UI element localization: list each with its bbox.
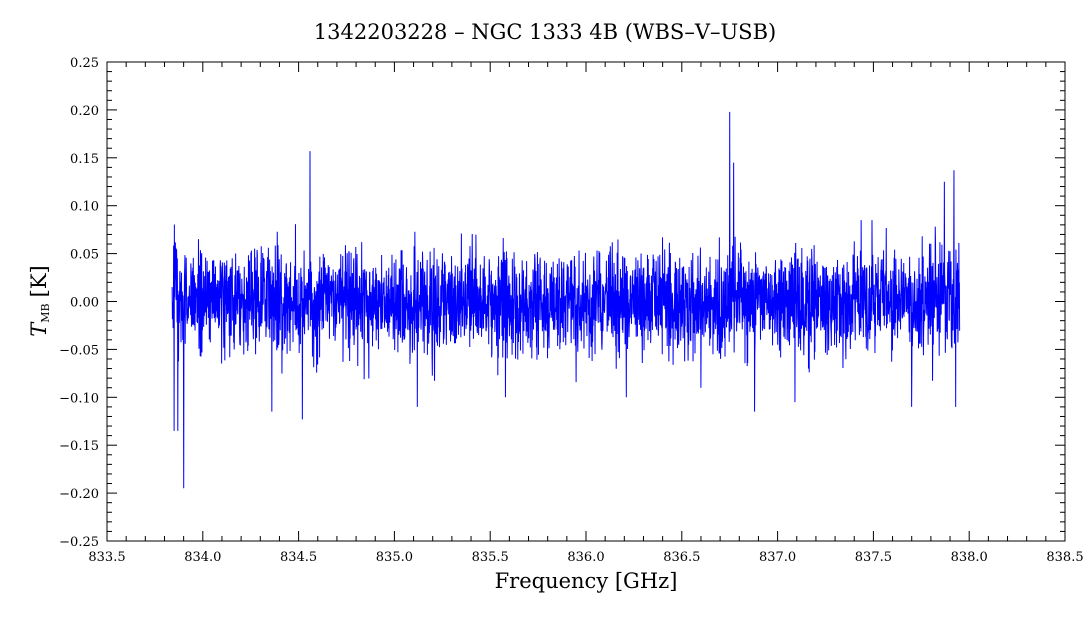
x-tick-label: 834.0 [184, 550, 221, 565]
x-tick-labels: 833.5 834.0 834.5 835.0 835.5 836.0 836.5 837.0… [88, 550, 1083, 565]
axis-ticks [106, 61, 1066, 542]
y-tick-label: −0.10 [59, 391, 99, 406]
y-axis-label-unit: [K] [27, 265, 51, 297]
y-tick-label: −0.05 [59, 343, 99, 358]
y-axis-label-main: T [27, 321, 51, 337]
y-tick-label: 0.05 [70, 248, 99, 263]
y-tick-label: −0.20 [59, 487, 99, 502]
y-tick-label: 0.20 [70, 104, 99, 119]
x-tick-label: 837.5 [855, 550, 892, 565]
x-tick-label: 838.5 [1046, 550, 1083, 565]
y-axis-label-sub: MB [39, 303, 52, 322]
x-axis-label: Frequency [GHz] [495, 569, 678, 593]
chart-title: 1342203228 – NGC 1333 4B (WBS–V–USB) [314, 20, 776, 44]
y-tick-label: −0.25 [59, 535, 99, 550]
y-tick-label: 0.10 [70, 200, 99, 215]
x-tick-label: 834.5 [280, 550, 317, 565]
x-tick-label: 836.0 [567, 550, 604, 565]
x-tick-label: 835.5 [472, 550, 509, 565]
x-tick-label: 836.5 [663, 550, 700, 565]
spectrum-line [171, 111, 961, 489]
y-tick-labels: −0.25 −0.20 −0.15 −0.10 −0.05 0.00 0.05 0.10 0.1… [59, 56, 99, 550]
y-tick-label: −0.15 [59, 439, 99, 454]
y-axis-label: TMB [K] [27, 265, 52, 336]
y-tick-label: 0.00 [70, 296, 99, 311]
y-tick-label: 0.15 [70, 152, 99, 167]
x-tick-label: 838.0 [951, 550, 988, 565]
x-tick-label: 835.0 [376, 550, 413, 565]
x-tick-label: 837.0 [759, 550, 796, 565]
x-tick-label: 833.5 [88, 550, 125, 565]
y-tick-label: 0.25 [70, 56, 99, 71]
